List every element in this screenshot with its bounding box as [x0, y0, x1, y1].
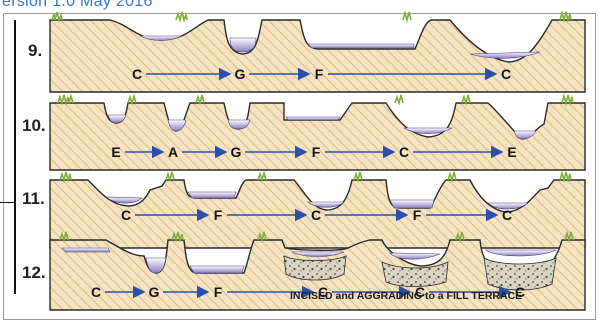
sequence-letter: G	[149, 284, 160, 300]
sequence-letter: F	[312, 144, 321, 160]
sequence-letter: C	[399, 144, 409, 160]
sequence-letter: C	[318, 284, 328, 300]
fill-terrace-caption: INCISED and AGGRADING to a FILL TERRACE	[290, 290, 522, 302]
sequence-letter: C	[132, 66, 142, 82]
row-label-12: 12.	[22, 263, 46, 282]
row-label-9: 9.	[28, 41, 43, 60]
sequence-letter: C	[121, 207, 131, 223]
sequence-letter: C	[501, 66, 511, 82]
row-label-10: 10.	[22, 116, 46, 135]
sequence-letter: C	[502, 207, 512, 223]
sequence-letter: F	[315, 66, 324, 82]
sequence-letter: E	[507, 144, 516, 160]
sequence-letter: E	[111, 144, 120, 160]
side-tick	[0, 202, 15, 203]
panel-11	[49, 170, 586, 249]
sequence-letter: G	[231, 144, 242, 160]
panel-10	[49, 93, 586, 171]
sequence-letter: F	[413, 207, 422, 223]
sequence-letter: G	[235, 66, 246, 82]
side-rule	[14, 20, 16, 294]
sequence-letter: F	[214, 207, 223, 223]
row-label-11: 11.	[22, 189, 45, 208]
sequence-letter: F	[214, 284, 223, 300]
sequence-letter: A	[168, 144, 178, 160]
header-text: ersion 1.0 May 2016	[2, 0, 153, 10]
sequence-letter: C	[311, 207, 321, 223]
sequence-letter: C	[91, 284, 101, 300]
sequence-letter: C	[415, 284, 425, 300]
sequence-letter: C	[515, 284, 525, 300]
